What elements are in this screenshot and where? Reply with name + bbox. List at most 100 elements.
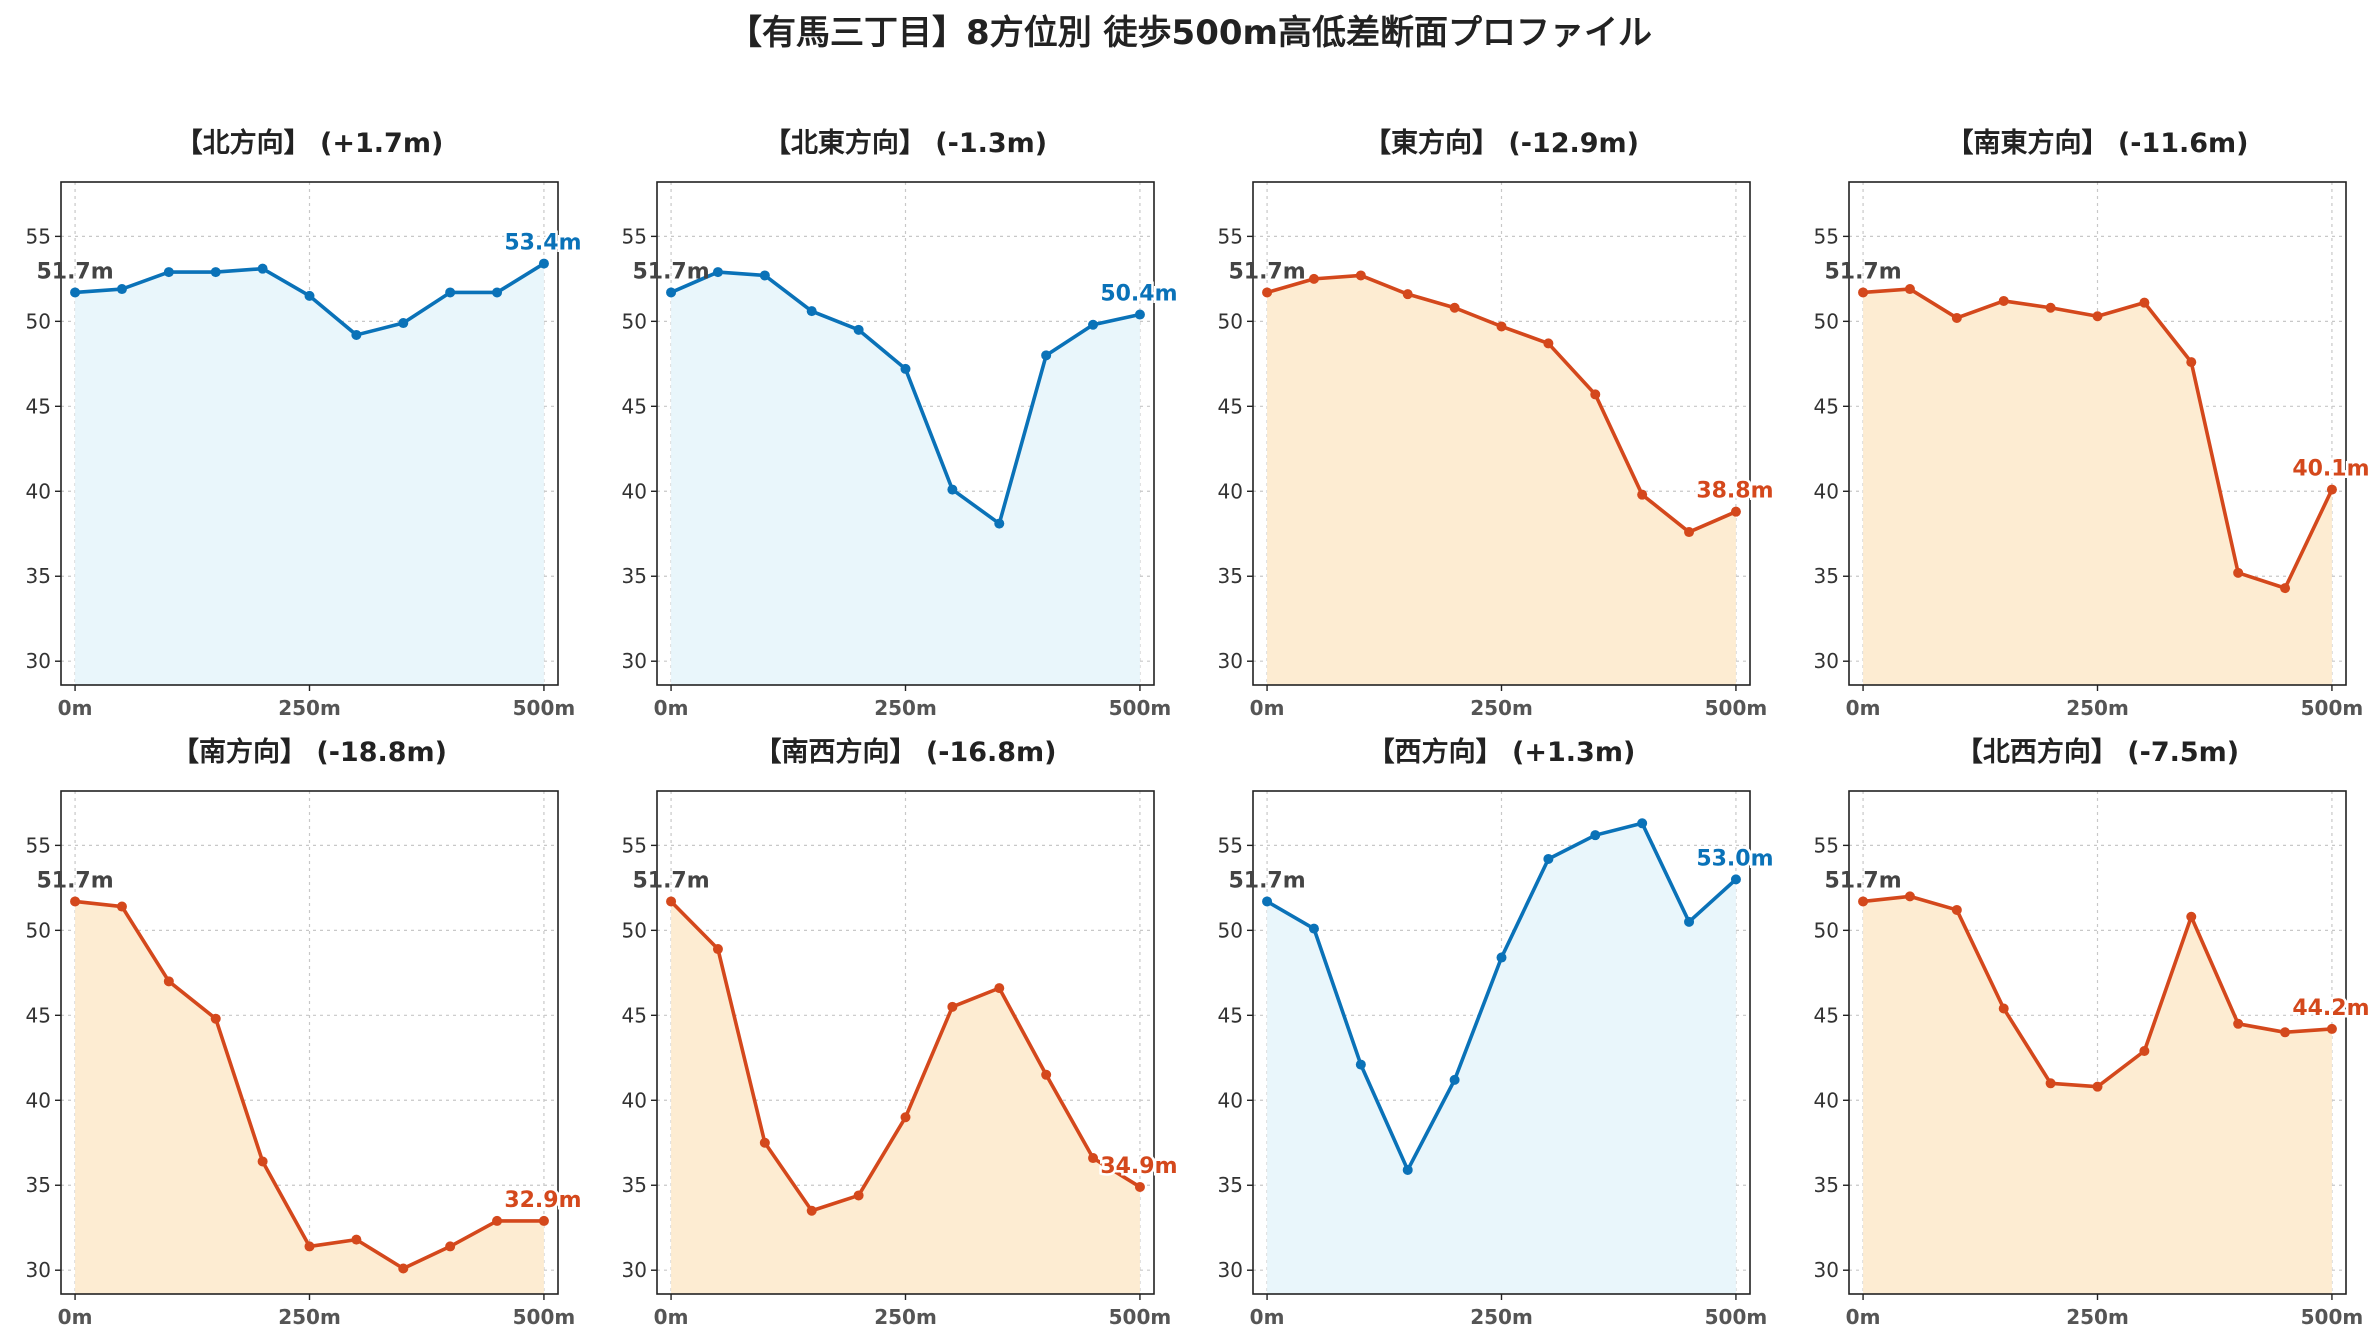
data-point (2139, 297, 2150, 308)
data-point (2186, 357, 2197, 368)
data-point (1088, 1153, 1099, 1164)
start-value-label: 51.7m (1824, 868, 1901, 893)
x-tick-label: 500m (2301, 1305, 2364, 1329)
data-point (2233, 567, 2244, 578)
y-tick-label: 30 (1814, 1258, 1839, 1282)
data-point (1684, 916, 1695, 927)
data-point (1402, 289, 1413, 300)
y-tick-label: 30 (622, 649, 647, 673)
data-point (1134, 1181, 1145, 1192)
data-point (2280, 583, 2291, 594)
data-point (2326, 1023, 2337, 1034)
y-tick-label: 45 (1218, 1003, 1243, 1027)
data-point (1355, 270, 1366, 281)
x-tick-label: 500m (513, 1305, 576, 1329)
data-point (1858, 287, 1869, 298)
y-tick-label: 50 (1218, 309, 1243, 333)
data-point (947, 484, 958, 495)
data-point (712, 944, 723, 955)
end-value-label: 34.9m (1100, 1154, 1177, 1179)
y-tick-label: 50 (1814, 309, 1839, 333)
y-tick-label: 35 (26, 564, 51, 588)
y-tick-label: 40 (1814, 479, 1839, 503)
data-point (257, 263, 268, 274)
y-tick-label: 55 (1218, 224, 1243, 248)
data-point (1684, 527, 1695, 538)
y-tick-label: 45 (622, 394, 647, 418)
panel-title: 【北東方向】 (-1.3m) (764, 127, 1047, 159)
data-point (1951, 904, 1962, 915)
panel-1: 【北東方向】 (-1.3m) 30 35 40 45 50 55 0m 250m 500m 51.7… (622, 127, 1180, 720)
data-point (2045, 302, 2056, 313)
data-point (257, 1156, 268, 1167)
x-tick-label: 0m (1250, 696, 1285, 720)
data-point (445, 287, 456, 298)
start-value-label: 51.7m (1824, 259, 1901, 284)
data-point (70, 896, 81, 907)
data-point (806, 306, 817, 317)
panel-7: 【北西方向】 (-7.5m) 30 35 40 45 50 55 0m 250m 500m 51.7… (1814, 736, 2372, 1329)
data-point (304, 290, 315, 301)
panel-6: 【西方向】 (+1.3m) 30 35 40 45 50 55 0m 250m 500m 51.7m… (1218, 736, 1776, 1329)
y-tick-label: 30 (622, 1258, 647, 1282)
data-point (1041, 350, 1052, 361)
panel-4: 【南方向】 (-18.8m) 30 35 40 45 50 55 0m 250m 500m 51.7… (26, 736, 584, 1329)
panel-0: 【北方向】 (+1.7m) 30 35 40 45 50 55 0m 250m 500m 51.7m… (26, 127, 584, 720)
data-point (210, 1013, 221, 1024)
y-tick-label: 35 (1218, 564, 1243, 588)
x-tick-label: 500m (1705, 696, 1768, 720)
x-tick-label: 250m (874, 696, 937, 720)
y-tick-label: 30 (26, 649, 51, 673)
x-tick-label: 500m (513, 696, 576, 720)
y-tick-label: 40 (26, 479, 51, 503)
data-point (163, 267, 174, 278)
y-tick-label: 50 (26, 918, 51, 942)
start-value-label: 51.7m (632, 259, 709, 284)
data-point (666, 896, 677, 907)
data-point (759, 270, 770, 281)
y-tick-label: 35 (1218, 1173, 1243, 1197)
y-tick-label: 45 (26, 1003, 51, 1027)
y-tick-label: 40 (622, 1088, 647, 1112)
data-point (759, 1137, 770, 1148)
data-point (1590, 830, 1601, 841)
panel-title: 【南東方向】 (-11.6m) (1946, 127, 2248, 159)
data-point (538, 1215, 549, 1226)
y-tick-label: 35 (1814, 1173, 1839, 1197)
data-point (1088, 319, 1099, 330)
end-value-label: 40.1m (2292, 457, 2369, 482)
y-tick-label: 35 (26, 1173, 51, 1197)
data-point (2280, 1027, 2291, 1038)
x-tick-label: 250m (1470, 696, 1533, 720)
data-point (2092, 1081, 2103, 1092)
start-value-label: 51.7m (632, 868, 709, 893)
x-tick-label: 250m (278, 696, 341, 720)
y-tick-label: 50 (26, 309, 51, 333)
data-point (1355, 1059, 1366, 1070)
data-point (1904, 284, 1915, 295)
y-tick-label: 45 (622, 1003, 647, 1027)
data-point (398, 1263, 409, 1274)
panel-title: 【東方向】 (-12.9m) (1364, 127, 1639, 159)
y-tick-label: 40 (1218, 479, 1243, 503)
y-tick-label: 55 (1814, 224, 1839, 248)
data-point (666, 287, 677, 298)
data-point (900, 363, 911, 374)
x-tick-label: 500m (1705, 1305, 1768, 1329)
data-point (2233, 1018, 2244, 1029)
y-tick-label: 40 (1814, 1088, 1839, 1112)
y-tick-label: 35 (1814, 564, 1839, 588)
y-tick-label: 35 (622, 564, 647, 588)
y-tick-label: 50 (622, 918, 647, 942)
x-tick-label: 0m (58, 1305, 93, 1329)
data-point (1951, 312, 1962, 323)
data-point (1590, 389, 1601, 400)
y-tick-label: 45 (1814, 1003, 1839, 1027)
start-value-label: 51.7m (1228, 259, 1305, 284)
x-tick-label: 500m (1109, 1305, 1172, 1329)
x-tick-label: 0m (1846, 1305, 1881, 1329)
area-fill (1267, 275, 1736, 685)
x-tick-label: 500m (2301, 696, 2364, 720)
y-tick-label: 45 (1218, 394, 1243, 418)
y-tick-label: 55 (622, 833, 647, 857)
